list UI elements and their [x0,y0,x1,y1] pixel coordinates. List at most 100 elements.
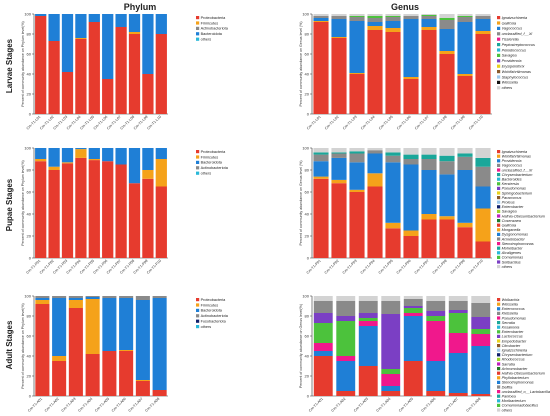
legend-swatch [196,303,200,307]
bar-segment-ignatzschineria [403,236,419,258]
bar-segment-firmicutes [135,380,150,381]
bar-segment-serratia [336,321,356,356]
bar-segment-firmicutes [68,300,83,308]
legend-swatch [497,344,501,348]
bar-segment-others [421,148,437,155]
bar-segment-proteobacteria [48,170,60,258]
legend-swatch [497,242,501,246]
legend-swatch [497,53,501,57]
bar-segment-proteobacteria [35,161,47,258]
bar-segment-bacteroidota [75,148,87,150]
bar-segment-others [381,296,401,301]
legend-swatch [497,219,501,223]
bar-segment-unclassified-f-xi [331,16,347,19]
legend-label: Lactococcus [502,335,523,339]
bar-segment-unclassified-f-xi [385,17,401,21]
legend-swatch [497,168,501,172]
bar-segment-chryseobacterium [331,152,347,154]
legend-label: Chryseobacterium [502,173,533,177]
legend-swatch [497,150,501,154]
bar-segment-actinobacteriota [68,296,83,298]
y-tick-label: 40 [27,212,32,217]
bar-segment-ignatzschineria [313,22,329,114]
x-tick-label: Cm-T1-A05 [94,397,110,413]
legend-swatch [497,325,501,329]
legend-label: Citrobacter [502,344,521,348]
bar-segment-others [367,14,383,16]
legend-swatch [497,70,501,74]
phylum-column-title: Phylum [124,2,157,12]
legend-label: Fusobacteriota [201,320,227,324]
legend-label: Savagea [502,54,517,58]
bar-segment-chryseobacterium [385,152,401,156]
bar-segment-gallicola [313,21,329,22]
legend-swatch [497,186,501,190]
bar-segment-wolbachia [426,391,446,396]
legend-swatch [497,32,501,36]
legend-label: others [502,86,513,90]
bar-segment-proteobacteria [48,41,60,114]
legend-label: Weissella [502,303,518,307]
legend-swatch [497,316,501,320]
legend-swatch [497,353,501,357]
legend-label: Delftia [502,385,513,389]
bar-segment-actinobacteriota [135,296,150,300]
bar-segment-citrobacter [358,301,378,313]
bar-segment-enterococcus [336,361,356,391]
bar-segment-bacteroidota [152,298,167,390]
legend-swatch [497,173,501,177]
bar-segment-others [385,14,401,16]
adult-genus-chart: 0 20 40 60 80 100 Percent of community abundan… [299,294,550,413]
legend-swatch [497,339,501,343]
bar-segment-proteobacteria [68,308,83,396]
legend-label: Cosenzaea [502,219,521,223]
bar-segment-proteobacteria [155,186,167,258]
legend-swatch [497,205,501,209]
bar-segment-wohlfahrtiimonas [385,222,401,229]
bar-segment-unclassified-f-xi [457,156,473,170]
bar-segment-proteobacteria [115,27,127,114]
bar-segment-bacteroidota [48,14,60,41]
bar-segment-proteobacteria [35,304,50,396]
bar-segment-enterococcus [448,353,468,393]
y-tick-label: 80 [27,168,32,173]
y-tick-label: 40 [27,72,32,77]
genus-column-title: Genus [391,2,419,12]
bar-segment-ignatzschineria [457,227,473,258]
legend-swatch [497,228,501,232]
legend-swatch [497,394,501,398]
legend-swatch [497,399,501,403]
bar-segment-gallicola [331,37,347,38]
bar-segment-proteobacteria [155,34,167,114]
bar-segment-firmicutes [88,159,100,161]
y-tick-label: 100 [24,294,31,299]
bar-segment-firmicutes [52,356,67,361]
row-title-adult: Adult Stages [5,320,14,369]
legend-swatch [497,163,501,167]
bar-segment-wohlfahrtiimonas [421,214,437,220]
y-tick-label: 80 [27,314,32,319]
bar-segment-wolbachia [448,393,468,396]
legend-label: Chryseobacterium [502,353,533,357]
bar-segment-vagococcus [403,19,419,77]
x-tick-label: Cm-T1-L07 [414,115,430,131]
bar-segment-enterococcus [381,386,401,391]
legend-swatch [196,314,200,318]
bar-segment-gallicola [367,26,383,30]
bar-segment-others [313,296,333,301]
x-tick-label: Cm-T1-L05 [378,115,394,131]
bar-segment-savagea [367,16,383,18]
legend-label: others [201,38,212,42]
bar-segment-bacteroidota [142,148,154,170]
x-tick-label: Cm-T1-P10 [468,259,484,275]
legend-label: Comamonas [502,256,524,260]
larvae-phylum-chart: 0 20 40 60 80 100 Percent of community abundan… [21,12,229,131]
bar-segment-serratia [381,369,401,374]
bar-segment-actinobacteriota [102,296,117,298]
bar-segment-others [331,148,347,153]
bar-segment-kosakonia [381,314,401,369]
x-tick-label: Cm-T1-L09 [450,115,466,131]
bar-segment-firmicutes [142,170,154,179]
